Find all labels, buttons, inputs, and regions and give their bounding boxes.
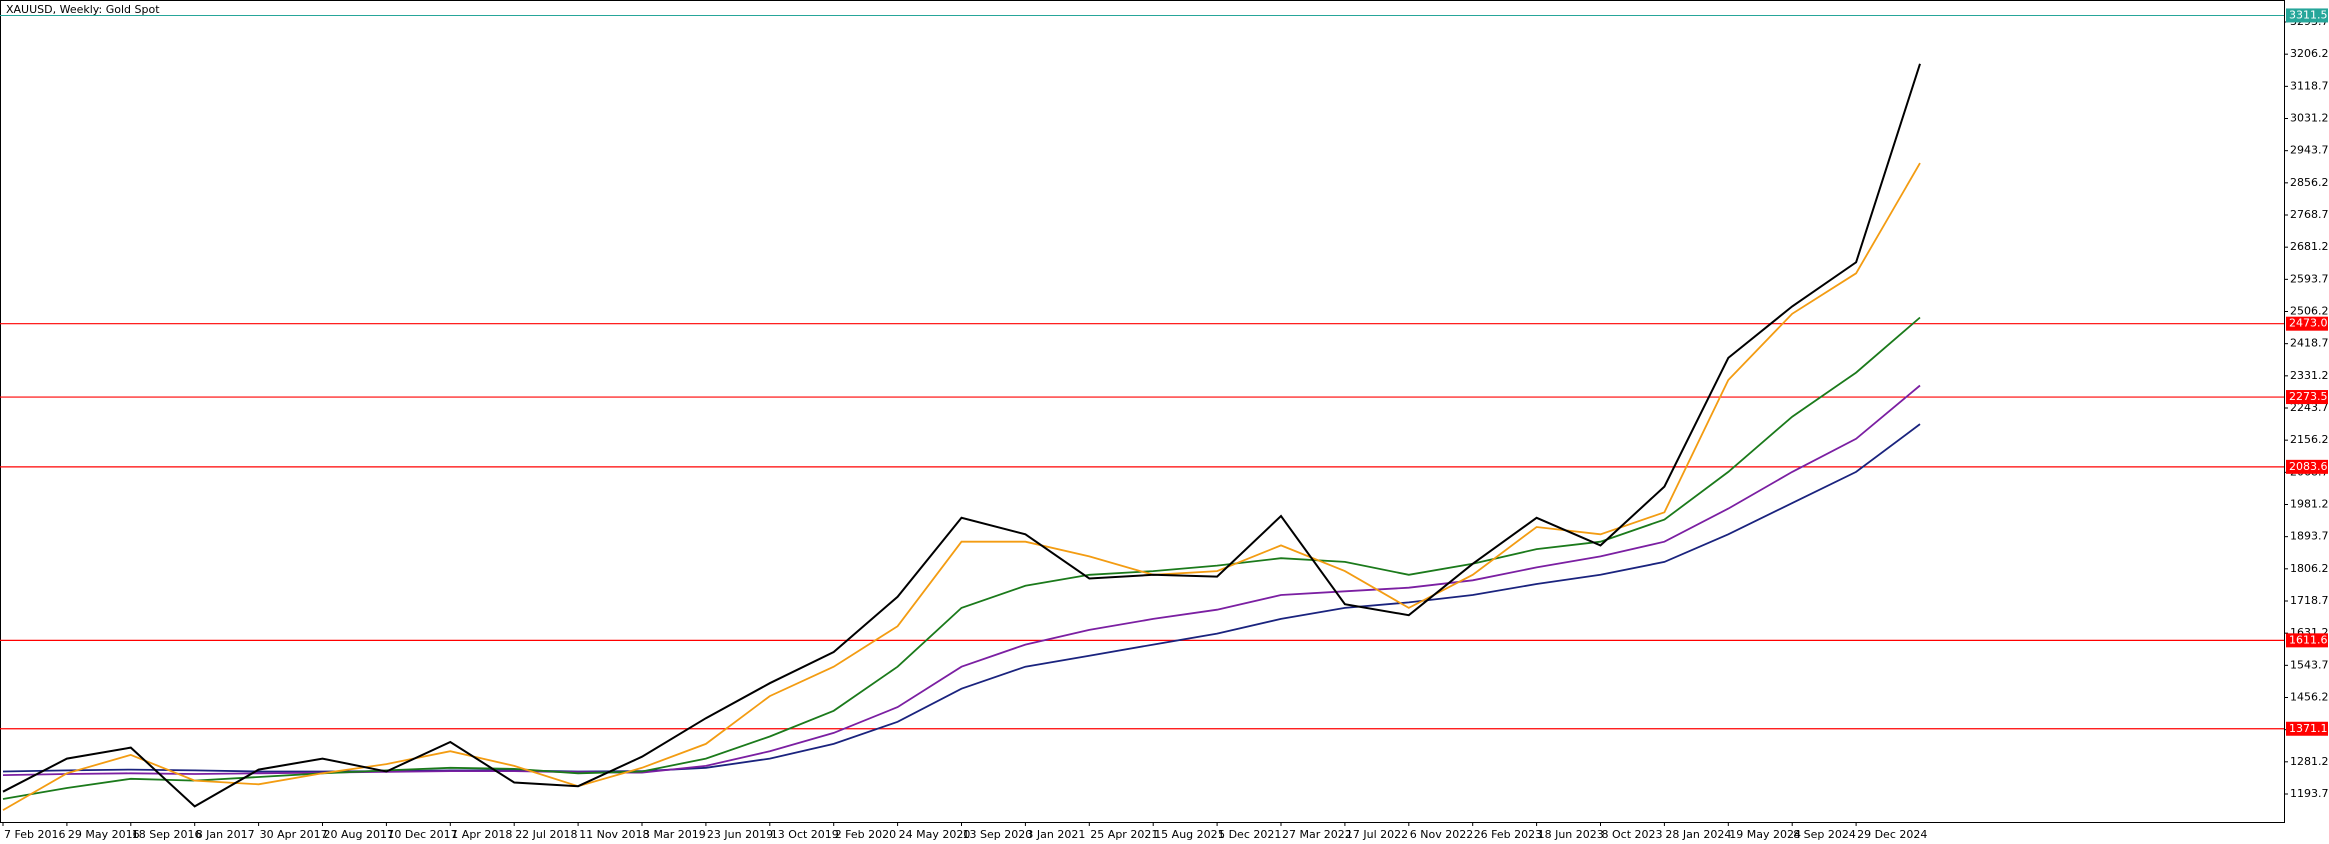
level-label: 2273.51 xyxy=(2289,390,2329,403)
x-tick-label: 29 Dec 2024 xyxy=(1857,828,1927,841)
last-price-label: 3311.55 xyxy=(2289,8,2329,21)
series-line xyxy=(2,63,1921,808)
level-label: 1371.16 xyxy=(2289,722,2329,735)
x-tick-label: 17 Jul 2022 xyxy=(1346,828,1408,841)
y-tick-label: 2243.70 xyxy=(2290,401,2329,414)
level-label-box xyxy=(2286,316,2328,331)
y-tick-label: 2593.70 xyxy=(2290,272,2329,285)
series-line xyxy=(2,423,1921,773)
x-tick-label: 3 Mar 2019 xyxy=(643,828,706,841)
y-tick-label: 1543.70 xyxy=(2290,658,2329,671)
x-tick-label: 23 Jun 2019 xyxy=(707,828,773,841)
chart-title: XAUUSD, Weekly: Gold Spot xyxy=(6,3,160,16)
level-label-box xyxy=(2286,633,2328,648)
y-tick-label: 1718.70 xyxy=(2290,594,2329,607)
x-tick-label: 27 Mar 2022 xyxy=(1282,828,1352,841)
last-price-box xyxy=(2286,8,2328,23)
y-tick-label: 1806.20 xyxy=(2290,562,2329,575)
x-tick-label: 15 Aug 2021 xyxy=(1154,828,1224,841)
level-label: 2083.62 xyxy=(2289,460,2329,473)
y-tick-label: 1893.70 xyxy=(2290,530,2329,543)
y-tick-label: 1281.20 xyxy=(2290,755,2329,768)
x-tick-label: 26 Feb 2023 xyxy=(1474,828,1542,841)
x-tick-label: 13 Sep 2020 xyxy=(963,828,1033,841)
x-tick-label: 1 Apr 2018 xyxy=(451,828,512,841)
level-label-box xyxy=(2286,390,2328,405)
x-tick-label: 19 May 2024 xyxy=(1729,828,1801,841)
x-tick-label: 28 Jan 2024 xyxy=(1665,828,1731,841)
level-label-box xyxy=(2286,459,2328,474)
plot-frame xyxy=(0,0,2285,823)
y-tick-label: 2768.70 xyxy=(2290,208,2329,221)
y-tick-label: 2331.20 xyxy=(2290,369,2329,382)
x-tick-label: 3 Jan 2021 xyxy=(1026,828,1085,841)
y-tick-label: 2156.20 xyxy=(2290,433,2329,446)
x-tick-label: 10 Dec 2017 xyxy=(387,828,457,841)
y-tick-label: 2418.70 xyxy=(2290,337,2329,350)
x-tick-label: 22 Jul 2018 xyxy=(515,828,577,841)
x-tick-label: 24 May 2020 xyxy=(899,828,971,841)
x-tick-label: 25 Apr 2021 xyxy=(1090,828,1158,841)
level-label-box xyxy=(2286,721,2328,736)
x-tick-label: 20 Aug 2017 xyxy=(324,828,394,841)
level-label: 1611.63 xyxy=(2289,633,2329,646)
y-tick-label: 3118.70 xyxy=(2290,79,2329,92)
y-tick-label: 3206.20 xyxy=(2290,47,2329,60)
y-tick-label: 1981.20 xyxy=(2290,497,2329,510)
x-tick-label: 11 Nov 2018 xyxy=(579,828,649,841)
level-label: 2473.07 xyxy=(2289,317,2329,330)
x-tick-label: 8 Oct 2023 xyxy=(1602,828,1663,841)
x-tick-label: 18 Jun 2023 xyxy=(1538,828,1604,841)
x-tick-label: 6 Nov 2022 xyxy=(1410,828,1473,841)
y-tick-label: 3031.20 xyxy=(2290,112,2329,125)
x-tick-label: 8 Jan 2017 xyxy=(196,828,255,841)
y-tick-label: 1456.20 xyxy=(2290,690,2329,703)
y-tick-label: 2681.20 xyxy=(2290,240,2329,253)
x-tick-label: 8 Sep 2024 xyxy=(1793,828,1856,841)
x-tick-label: 29 May 2016 xyxy=(68,828,140,841)
x-tick-label: 30 Apr 2017 xyxy=(260,828,328,841)
series-line xyxy=(2,162,1921,811)
x-tick-label: 2 Feb 2020 xyxy=(835,828,896,841)
y-tick-label: 2856.20 xyxy=(2290,176,2329,189)
x-tick-label: 7 Feb 2016 xyxy=(4,828,65,841)
y-tick-label: 1193.70 xyxy=(2290,787,2329,800)
y-tick-label: 2943.70 xyxy=(2290,144,2329,157)
x-tick-label: 13 Oct 2019 xyxy=(771,828,839,841)
x-tick-label: 5 Dec 2021 xyxy=(1218,828,1281,841)
y-tick-label: 2506.20 xyxy=(2290,305,2329,318)
x-tick-label: 18 Sep 2016 xyxy=(132,828,202,841)
